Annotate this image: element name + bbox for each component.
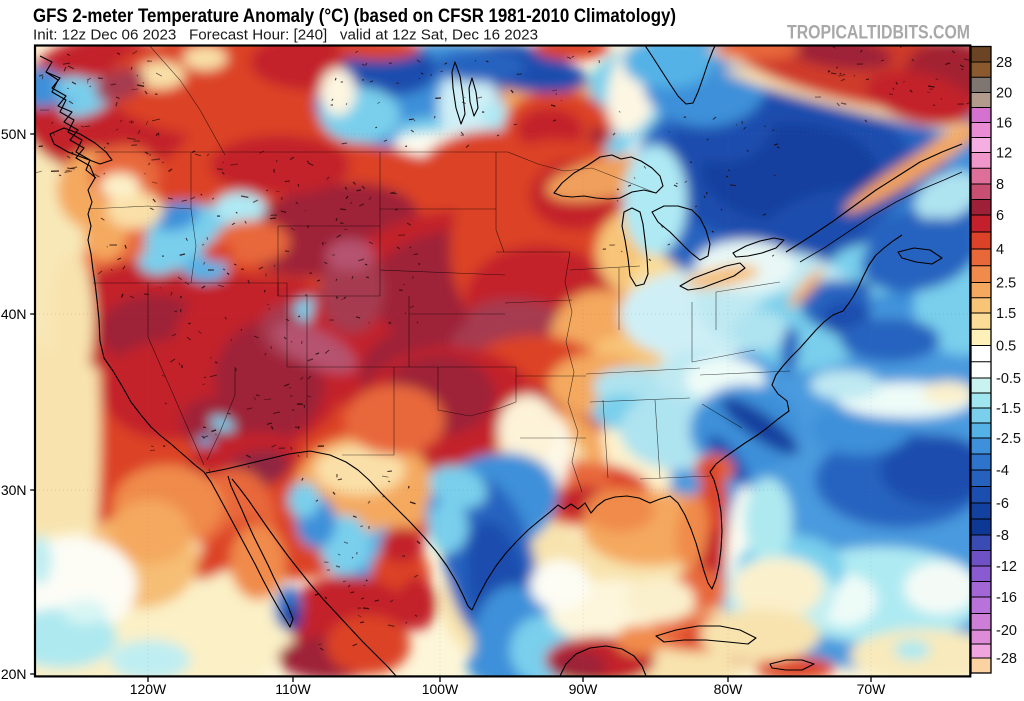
svg-text:6: 6 <box>996 208 1004 224</box>
svg-text:-20: -20 <box>996 623 1017 639</box>
svg-text:100W: 100W <box>422 681 459 696</box>
svg-text:80W: 80W <box>714 681 744 696</box>
svg-text:4: 4 <box>996 242 1004 258</box>
svg-text:-12: -12 <box>996 559 1017 575</box>
svg-text:-2.5: -2.5 <box>996 431 1021 447</box>
svg-text:20: 20 <box>996 86 1012 102</box>
svg-text:110W: 110W <box>275 681 311 696</box>
svg-text:120W: 120W <box>130 681 167 696</box>
svg-text:16: 16 <box>996 116 1012 132</box>
svg-text:8: 8 <box>996 177 1004 193</box>
svg-text:TROPICALTIDBITS.COM: TROPICALTIDBITS.COM <box>787 23 970 44</box>
svg-text:-4: -4 <box>996 463 1009 479</box>
svg-text:90W: 90W <box>569 681 599 696</box>
svg-text:-16: -16 <box>996 590 1017 606</box>
svg-text:-8: -8 <box>996 528 1009 544</box>
svg-text:GFS 2-meter Temperature Anomal: GFS 2-meter Temperature Anomaly (°C) (ba… <box>33 6 676 27</box>
svg-text:40N: 40N <box>1 306 27 322</box>
svg-text:20N: 20N <box>1 666 27 682</box>
svg-text:0.5: 0.5 <box>996 339 1016 355</box>
svg-text:-0.5: -0.5 <box>996 371 1021 387</box>
svg-text:-6: -6 <box>996 496 1009 512</box>
svg-text:12: 12 <box>996 146 1012 162</box>
svg-text:Init: 12z Dec 06 2023 Foreca: Init: 12z Dec 06 2023 Forecast Hour: [24… <box>33 27 538 44</box>
svg-text:2.5: 2.5 <box>996 276 1016 292</box>
svg-text:50N: 50N <box>1 126 27 142</box>
svg-text:28: 28 <box>996 55 1012 71</box>
svg-text:-28: -28 <box>996 651 1017 667</box>
svg-text:1.5: 1.5 <box>996 306 1016 322</box>
svg-text:-1.5: -1.5 <box>996 401 1021 417</box>
svg-text:30N: 30N <box>1 482 27 498</box>
svg-text:70W: 70W <box>857 681 887 696</box>
